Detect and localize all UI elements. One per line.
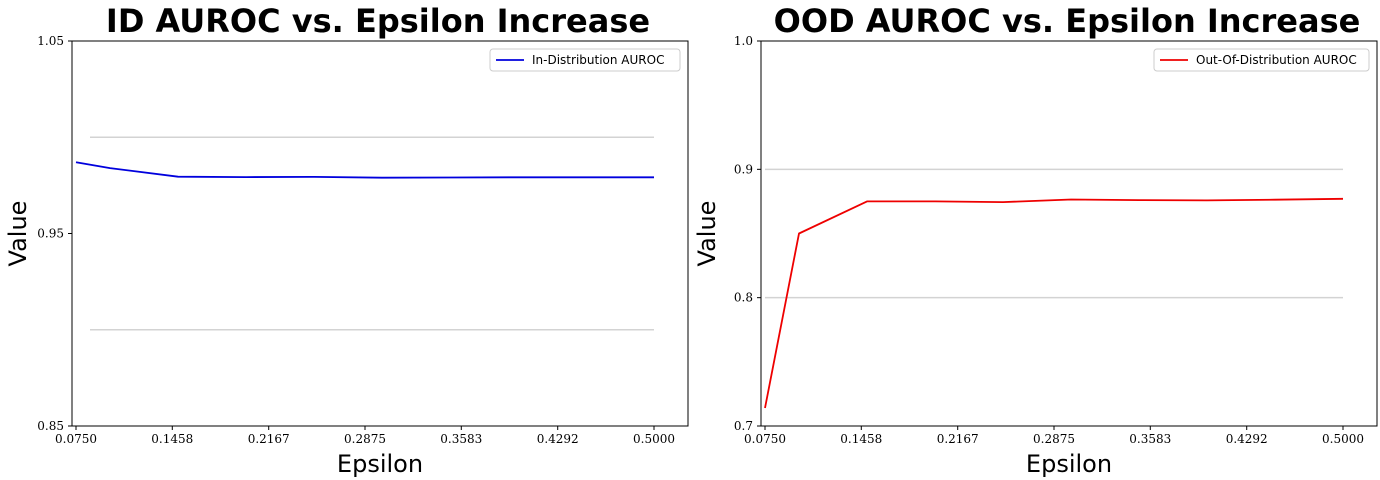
y-tick-label: 0.8 bbox=[734, 291, 753, 305]
y-tick-label: 1.05 bbox=[37, 34, 64, 48]
plot-frame bbox=[71, 40, 689, 427]
legend: In-Distribution AUROC bbox=[489, 48, 681, 72]
plot-frame bbox=[760, 40, 1378, 427]
x-tick-label: 0.2167 bbox=[248, 432, 290, 446]
x-tick-label: 0.1458 bbox=[151, 432, 193, 446]
x-tick-label: 0.0750 bbox=[744, 432, 786, 446]
legend-entry: Out-Of-Distribution AUROC bbox=[1196, 53, 1357, 67]
x-tick-label: 0.3583 bbox=[1129, 432, 1171, 446]
x-tick-label: 0.0750 bbox=[55, 432, 97, 446]
x-tick-label: 0.4292 bbox=[1226, 432, 1268, 446]
y-tick-label: 0.7 bbox=[734, 419, 753, 433]
chart-title: ID AUROC vs. Epsilon Increase bbox=[106, 2, 650, 40]
y-axis-label: Value bbox=[4, 201, 32, 267]
chart-title: OOD AUROC vs. Epsilon Increase bbox=[774, 2, 1361, 40]
x-tick-label: 0.5000 bbox=[633, 432, 675, 446]
y-tick-label: 0.85 bbox=[37, 419, 64, 433]
legend-entry: In-Distribution AUROC bbox=[532, 53, 664, 67]
chart-panel-2: 0.0750 0.1458 0.2167 0.2875 0.3583 0.4292 0.50… bbox=[693, 2, 1378, 478]
x-tick-label: 0.2875 bbox=[344, 432, 386, 446]
x-tick-label: 0.1458 bbox=[840, 432, 882, 446]
y-tick-label: 0.95 bbox=[37, 227, 64, 241]
series-line-1 bbox=[764, 197, 1344, 409]
chart-panel-1: 0.0750 0.1458 0.2167 0.2875 0.3583 0.4292 0.50… bbox=[4, 2, 689, 478]
y-tick-label: 0.9 bbox=[734, 162, 753, 176]
x-tick-label: 0.2875 bbox=[1033, 432, 1075, 446]
x-axis-label: Epsilon bbox=[1026, 450, 1112, 478]
legend: Out-Of-Distribution AUROC bbox=[1153, 48, 1370, 72]
x-tick-label: 0.4292 bbox=[537, 432, 579, 446]
x-axis-label: Epsilon bbox=[337, 450, 423, 478]
x-tick-label: 0.3583 bbox=[440, 432, 482, 446]
series-line-1 bbox=[75, 161, 654, 179]
x-tick-label: 0.2167 bbox=[937, 432, 979, 446]
legend-box bbox=[489, 48, 681, 72]
legend-box bbox=[1153, 48, 1370, 72]
x-tick-label: 0.5000 bbox=[1322, 432, 1364, 446]
y-tick-label: 1.0 bbox=[734, 34, 753, 48]
y-axis-label: Value bbox=[693, 201, 721, 267]
